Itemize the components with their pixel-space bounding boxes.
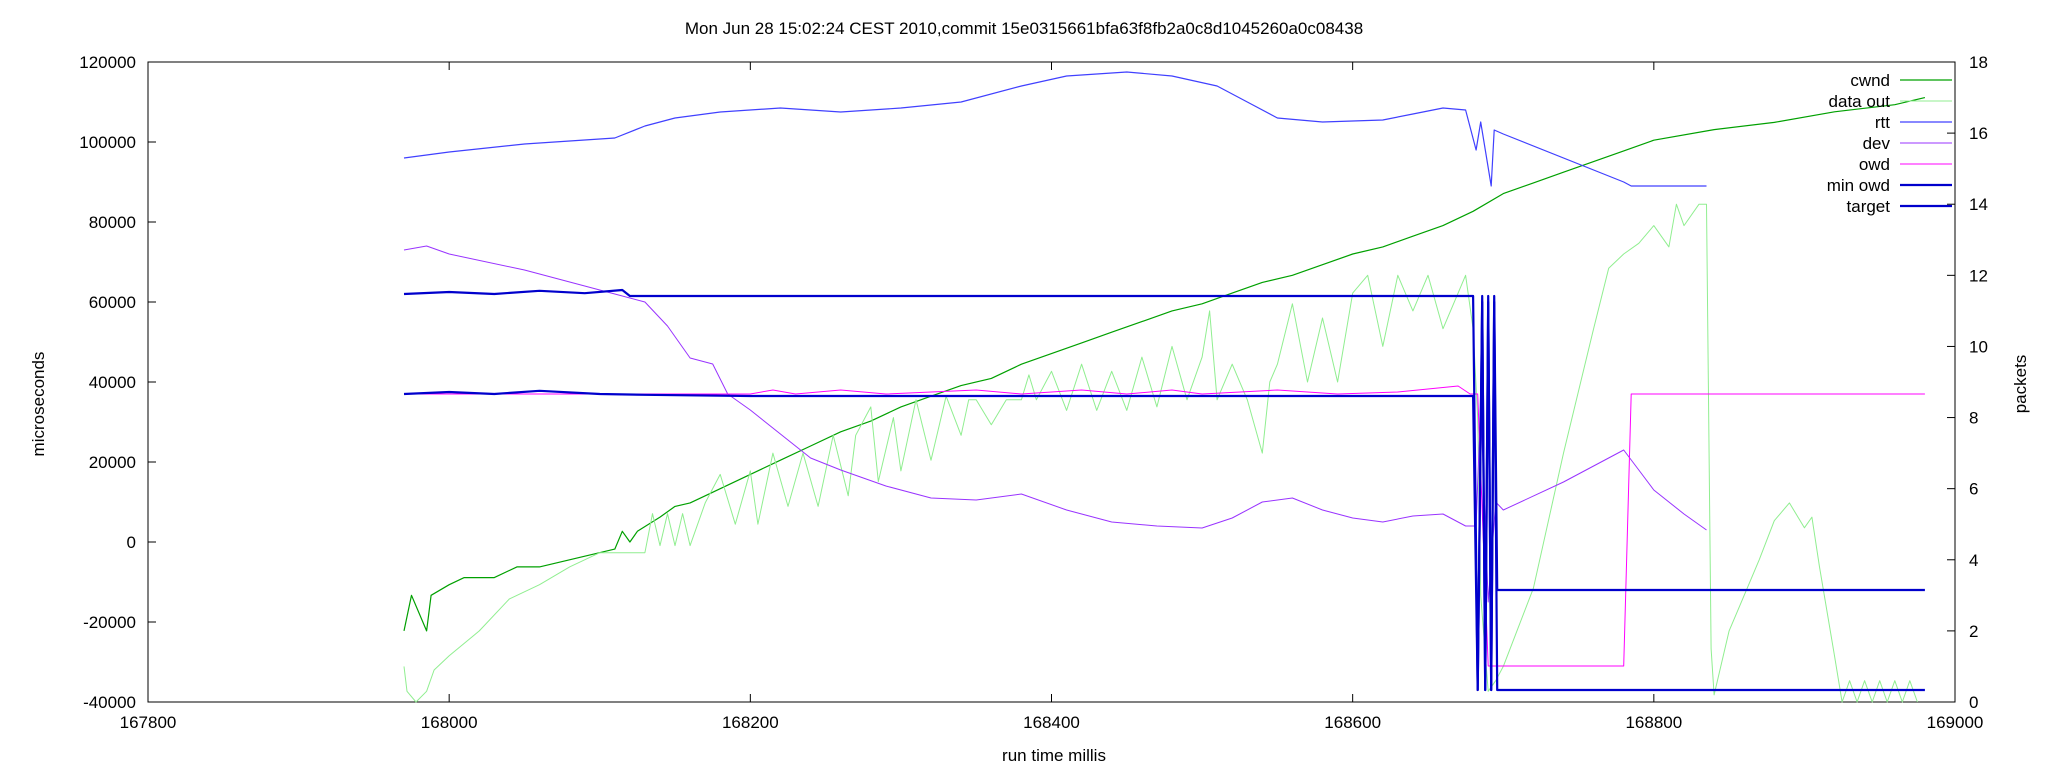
y-tick-label: 120000 (79, 53, 136, 72)
x-tick-label: 168600 (1324, 713, 1381, 732)
y2-tick-label: 0 (1969, 693, 1978, 712)
x-tick-label: 168000 (421, 713, 478, 732)
y2-tick-label: 4 (1969, 551, 1978, 570)
x-tick-label: 168800 (1625, 713, 1682, 732)
series-line-rtt (403, 71, 1707, 187)
x-tick-label: 167800 (120, 713, 177, 732)
series-line-min-owd (403, 300, 1925, 692)
y2-tick-label: 18 (1969, 53, 1988, 72)
legend-label: dev (1863, 134, 1891, 153)
y2-tick-label: 2 (1969, 622, 1978, 641)
series-line-target (403, 288, 1925, 692)
legend-label: rtt (1875, 113, 1890, 132)
axes-layer: 167800 168000 168200 168400 168600 168800 1690… (79, 53, 1988, 732)
y2-tick-label: 16 (1969, 124, 1988, 143)
y-tick-label: 80000 (89, 213, 136, 232)
y2-tick-label: 14 (1969, 195, 1988, 214)
y-tick-label: -20000 (83, 613, 136, 632)
y2-tick-label: 8 (1969, 409, 1978, 428)
series-line-dev (403, 245, 1707, 603)
x-tick-label: 168200 (722, 713, 779, 732)
legend-label: data out (1829, 92, 1891, 111)
series-line-data-out (403, 203, 1918, 703)
legend-label: cwnd (1850, 71, 1890, 90)
legend-label: owd (1859, 155, 1890, 174)
plot-border (147, 61, 1956, 703)
y2-axis-label: packets (2011, 355, 2030, 414)
legend: cwnd data out rtt dev owd min owd target (1827, 71, 1952, 216)
y2-tick-label: 6 (1969, 480, 1978, 499)
y-tick-label: 0 (127, 533, 136, 552)
plot-frame (147, 61, 1956, 703)
x-axis-label: run time millis (1002, 746, 1106, 765)
y-axis-label: microseconds (29, 352, 48, 457)
chart-title: Mon Jun 28 15:02:24 CEST 2010,commit 15e… (685, 19, 1363, 38)
y-tick-label: 60000 (89, 293, 136, 312)
series-layer (403, 71, 1926, 703)
y2-tick-label: 10 (1969, 337, 1988, 356)
y-tick-label: 20000 (89, 453, 136, 472)
series-line-cwnd (403, 97, 1926, 632)
y-tick-label: 100000 (79, 133, 136, 152)
legend-label: target (1847, 197, 1891, 216)
legend-label: min owd (1827, 176, 1890, 195)
y2-tick-label: 12 (1969, 266, 1988, 285)
x-tick-label: 169000 (1927, 713, 1984, 732)
x-tick-label: 168400 (1023, 713, 1080, 732)
y-tick-label: -40000 (83, 693, 136, 712)
y-tick-label: 40000 (89, 373, 136, 392)
